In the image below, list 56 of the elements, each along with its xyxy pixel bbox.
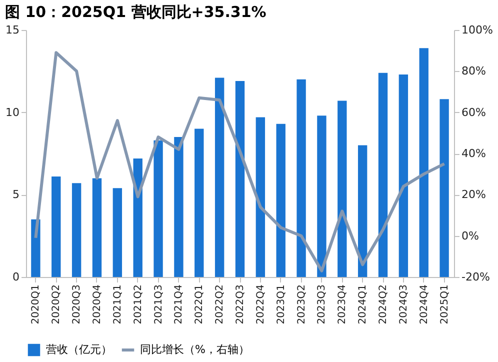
line-series [34, 51, 446, 272]
x-tick-label: 2022Q1 [194, 284, 206, 324]
x-tick-label: 2021Q3 [153, 284, 164, 324]
x-tick-label: 2024Q3 [398, 284, 410, 324]
bar [174, 137, 184, 277]
bar [72, 183, 82, 277]
x-tick-label: 2024Q1 [358, 284, 369, 324]
y2-tick-label: 0% [462, 229, 479, 242]
bar [154, 140, 163, 277]
bar [256, 117, 266, 277]
bar [52, 176, 61, 277]
x-tick-label: 2020Q2 [51, 284, 62, 324]
chart-title: 图 10：2025Q1 营收同比+35.31% [5, 3, 266, 21]
y2-tick-label: 60% [462, 106, 486, 119]
bar [235, 81, 245, 277]
bar [92, 178, 102, 277]
bar [296, 79, 306, 277]
y2-tick-label: 20% [462, 188, 486, 202]
y2-tick-label: -20% [462, 270, 490, 284]
bar [194, 128, 204, 277]
bar [398, 74, 408, 277]
y-tick-label: 0 [12, 270, 20, 284]
x-tick-label: 2021Q2 [132, 284, 144, 324]
bar [378, 72, 388, 277]
bar [317, 116, 326, 277]
x-tick-label: 2020Q1 [30, 284, 42, 324]
x-tick-label: 2025Q1 [439, 284, 450, 324]
bar [276, 124, 286, 277]
x-tick-label: 2022Q3 [235, 284, 246, 324]
y2-tick-label: 100% [462, 24, 493, 36]
bar [338, 100, 347, 277]
x-tick-label: 2020Q4 [92, 284, 103, 324]
bar [112, 188, 122, 277]
x-tick-label: 2022Q2 [214, 284, 226, 324]
legend-label: 同比增长（%，右轴） [140, 343, 250, 356]
y2-tick-label: 40% [462, 147, 486, 160]
x-tick-label: 2023Q2 [296, 284, 308, 324]
x-tick-label: 2024Q2 [378, 284, 390, 324]
bar [358, 145, 368, 277]
x-tick-label: 2024Q4 [418, 284, 430, 324]
bar [419, 48, 428, 277]
x-tick-label: 2021Q1 [112, 284, 124, 324]
bar [440, 99, 449, 277]
bar [214, 78, 224, 277]
bar [133, 158, 142, 277]
y2-tick-label: 80% [462, 64, 486, 78]
x-tick-label: 2021Q4 [174, 284, 185, 324]
x-tick-label: 2023Q3 [316, 284, 328, 324]
x-tick-label: 2023Q1 [276, 284, 287, 324]
x-tick-label: 2020Q3 [72, 284, 83, 324]
y-tick-label: 5 [12, 188, 20, 202]
y-tick-label: 10 [6, 106, 20, 119]
x-tick-label: 2023Q4 [337, 284, 348, 324]
x-tick-label: 2022Q4 [255, 284, 266, 324]
legend-label: 营收（亿元） [46, 343, 112, 356]
y-tick-label: 15 [6, 24, 20, 36]
